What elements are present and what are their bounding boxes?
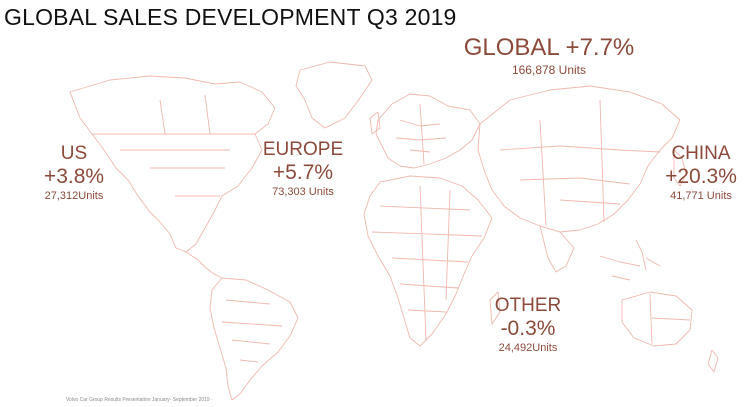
region-europe: EUROPE +5.7% 73,303 Units xyxy=(263,139,343,199)
global-label: GLOBAL xyxy=(463,34,559,61)
region-europe-name: EUROPE xyxy=(262,139,344,160)
map-asia xyxy=(477,85,681,233)
map-africa xyxy=(363,175,493,347)
map-central-america xyxy=(185,251,223,279)
region-china-change: +20.3% xyxy=(665,165,737,188)
map-south-america-borders xyxy=(221,299,283,363)
page-title: GLOBAL SALES DEVELOPMENT Q3 2019 xyxy=(4,4,457,30)
map-africa-borders xyxy=(371,185,483,341)
footer-note: Volvo Car Group Results Presentation Jan… xyxy=(66,397,213,403)
map-greenland xyxy=(295,61,373,129)
region-us: US +3.8% 27,312Units xyxy=(44,143,104,203)
map-asia-borders xyxy=(499,99,661,227)
map-canada-borders xyxy=(92,94,255,197)
map-madagascar xyxy=(489,291,501,325)
map-europe xyxy=(375,93,481,169)
region-other-name: OTHER xyxy=(494,295,562,316)
map-australia-borders xyxy=(649,293,691,345)
region-us-units: 27,312Units xyxy=(44,190,104,202)
region-china-units: 41,771 Units xyxy=(670,190,732,202)
global-summary: GLOBAL +7.7% 166,878 Units xyxy=(464,33,635,77)
region-china: CHINA +20.3% 41,771 Units xyxy=(665,143,737,203)
global-headline: GLOBAL +7.7% xyxy=(464,33,635,63)
map-australia xyxy=(621,291,693,347)
global-change: +7.7% xyxy=(565,34,635,61)
region-other-units: 24,492Units xyxy=(498,342,558,354)
global-units: 166,878 Units xyxy=(511,63,587,77)
map-north-america xyxy=(69,75,276,253)
region-other: OTHER -0.3% 24,492Units xyxy=(495,295,562,355)
region-china-name: CHINA xyxy=(671,143,731,164)
map-india xyxy=(539,225,575,273)
map-europe-borders xyxy=(395,103,447,165)
map-new-zealand xyxy=(707,349,719,373)
map-uk xyxy=(369,111,381,135)
map-south-america xyxy=(209,277,299,401)
region-other-change: -0.3% xyxy=(500,317,556,340)
region-us-change: +3.8% xyxy=(43,165,105,188)
region-europe-units: 73,303 Units xyxy=(272,186,334,198)
map-sea-islands xyxy=(599,239,661,281)
region-europe-change: +5.7% xyxy=(272,161,334,184)
map-japan xyxy=(673,149,687,187)
region-us-name: US xyxy=(60,143,88,164)
